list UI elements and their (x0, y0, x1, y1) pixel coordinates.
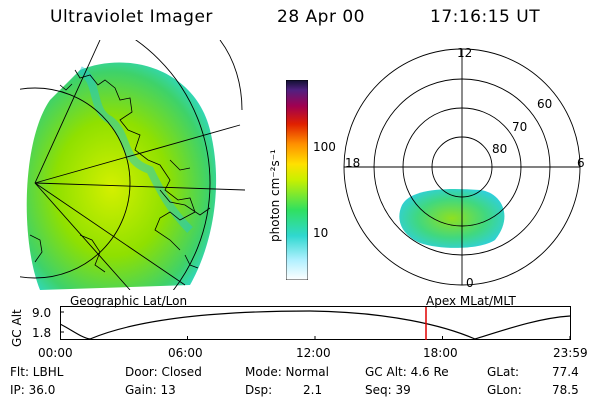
timeline-xtick-1200: 12:00 (296, 346, 331, 360)
graticule (20, 40, 246, 290)
timeline-ytick-9: 9.0 (32, 306, 52, 320)
geographic-image (20, 40, 246, 290)
polar-plot (343, 48, 581, 286)
mlt-label-18: 18 (345, 156, 361, 170)
geographic-label: Geographic Lat/Lon (70, 294, 188, 308)
timeline-xtick-0000: 00:00 (38, 346, 73, 360)
instrument-title: Ultraviolet Imager (50, 7, 213, 27)
mlt-label-6: 6 (577, 156, 585, 170)
glon-value: 78.5 (552, 383, 579, 397)
gain-info: Gain: 13 (125, 383, 176, 397)
orbit-timeline (60, 306, 571, 340)
timeline-xtick-0600: 06:00 (168, 346, 203, 360)
colorbar-tick-100: 100 (313, 140, 336, 154)
timeline-xtick-1800: 18:00 (423, 346, 458, 360)
apex-label: Apex MLat/MLT (426, 294, 516, 308)
glat-label: GLat: (487, 365, 520, 379)
lat-label-70: 70 (512, 120, 528, 134)
dsp-value: 2.1 (303, 383, 323, 397)
filter-info: Flt: LBHL (10, 365, 64, 379)
auroral-oval (399, 188, 505, 248)
mode-info: Mode: Normal (245, 365, 329, 379)
altitude-curve (60, 310, 571, 340)
gc-alt-info: GC Alt: 4.6 Re (365, 365, 449, 379)
time-label: 17:16:15 UT (430, 7, 541, 27)
polar-grid (343, 48, 581, 286)
timeline-ticks (60, 311, 571, 340)
timeline-ytick-1: 1.8 (32, 326, 52, 340)
lat-label-80: 80 (492, 142, 508, 156)
glon-label: GLon: (487, 383, 522, 397)
colorbar (286, 80, 308, 280)
timeline-xtick-2359: 23:59 (553, 346, 588, 360)
coastlines (29, 69, 211, 273)
colorbar-unit-label: photon cm⁻²s⁻¹ (268, 149, 282, 242)
lat-label-60: 60 (537, 97, 553, 111)
mlt-label-0: 0 (466, 276, 474, 290)
seq-info: Seq: 39 (365, 383, 411, 397)
ip-info: IP: 36.0 (10, 383, 56, 397)
colorbar-tick-10: 10 (313, 226, 329, 240)
earth-disk (26, 62, 217, 290)
glat-value: 77.4 (552, 365, 579, 379)
door-info: Door: Closed (125, 365, 202, 379)
timeline-ylabel: GC Alt (10, 309, 24, 347)
date-label: 28 Apr 00 (277, 7, 365, 27)
dsp-label: Dsp: (245, 383, 273, 397)
mlt-label-12: 12 (457, 46, 473, 60)
